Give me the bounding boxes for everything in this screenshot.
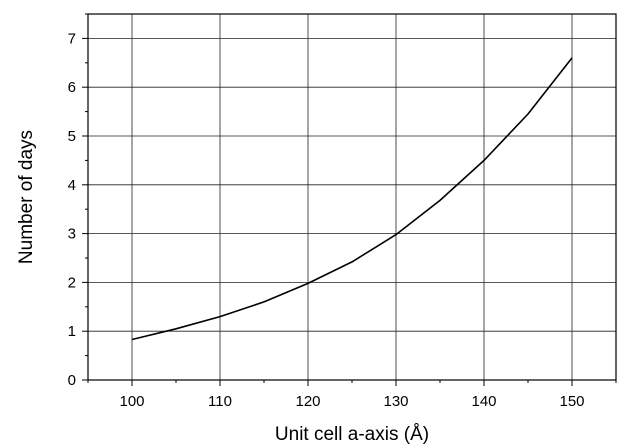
y-tick-label: 1 xyxy=(68,323,76,340)
x-tick-label: 110 xyxy=(208,393,232,410)
y-tick-label: 7 xyxy=(68,30,76,47)
axes xyxy=(82,13,617,386)
plot-frame xyxy=(87,13,617,381)
x-tick-label: 140 xyxy=(471,393,496,410)
y-tick-label: 2 xyxy=(68,274,76,291)
x-tick-label: 130 xyxy=(383,393,408,410)
x-tick-label: 150 xyxy=(559,393,584,410)
x-tick-label: 100 xyxy=(119,393,144,410)
y-tick-label: 4 xyxy=(68,177,76,194)
series-line xyxy=(131,57,573,341)
y-tick-label: 5 xyxy=(68,128,76,145)
x-tick-label: 120 xyxy=(295,393,320,410)
x-axis-title: Unit cell a-axis (Å) xyxy=(275,424,429,445)
y-tick-label: 3 xyxy=(68,226,76,243)
series-layer xyxy=(131,57,573,341)
x-tick-labels: 100 110 120 130 140 150 xyxy=(119,393,584,410)
y-axis-title: Number of days xyxy=(16,130,37,264)
y-tick-label: 0 xyxy=(68,372,76,389)
y-tick-labels: 0 1 2 3 4 5 6 7 xyxy=(68,30,76,389)
grid xyxy=(88,14,616,380)
y-tick-label: 6 xyxy=(68,79,76,96)
